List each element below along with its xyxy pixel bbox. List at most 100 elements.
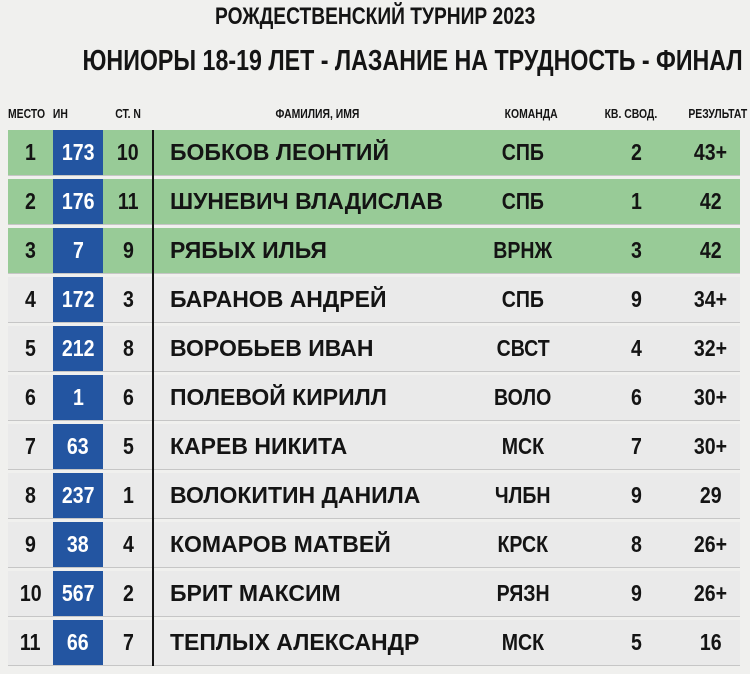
start-number-cell: 1 <box>122 482 134 508</box>
team-cell: ВОЛО <box>494 384 552 410</box>
table-row: 9 38 4 КОМАРОВ МАТВЕЙ КРСК 8 26+ <box>8 522 740 567</box>
result-cell: 30+ <box>693 433 728 459</box>
team-cell: СПБ <box>501 286 545 312</box>
team-cell: КРСК <box>497 531 549 557</box>
team-cell: МСК <box>501 629 545 655</box>
place-cell: 4 <box>25 286 36 312</box>
column-header-qualification: КВ. СВОД. <box>604 106 658 121</box>
table-row: 10 567 2 БРИТ МАКСИМ РЯЗН 9 26+ <box>8 571 740 616</box>
bib-number-cell: 38 <box>53 522 103 567</box>
place-cell: 2 <box>25 188 36 214</box>
page-subtitle-text: ЮНИОРЫ 18-19 ЛЕТ - ЛАЗАНИЕ НА ТРУДНОСТЬ … <box>82 45 743 77</box>
column-header-place: МЕСТО <box>8 106 46 121</box>
athlete-name-cell: ШУНЕВИЧ ВЛАДИСЛАВ <box>170 188 444 214</box>
start-number-cell: 4 <box>122 531 134 557</box>
qualification-cell: 8 <box>630 531 642 557</box>
qualification-cell: 9 <box>630 580 642 606</box>
athlete-name-cell: БОБКОВ ЛЕОНТИЙ <box>170 139 389 165</box>
column-header-start-number: СТ. N <box>115 106 141 121</box>
place-cell: 5 <box>25 335 36 361</box>
result-cell: 42 <box>699 237 722 263</box>
bib-number-cell: 567 <box>53 571 103 616</box>
team-cell: СВСТ <box>496 335 550 361</box>
table-row: 4 172 3 БАРАНОВ АНДРЕЙ СПБ 9 34+ <box>8 277 740 322</box>
start-number-cell: 8 <box>122 335 134 361</box>
qualification-cell: 9 <box>630 482 642 508</box>
result-cell: 26+ <box>693 580 728 606</box>
result-cell: 42 <box>699 188 722 214</box>
athlete-name-cell: КАРЕВ НИКИТА <box>170 433 348 459</box>
qualification-cell: 4 <box>630 335 642 361</box>
name-column-divider-line <box>152 130 154 666</box>
athlete-name-cell: ТЕПЛЫХ АЛЕКСАНДР <box>170 629 420 655</box>
table-row: 7 63 5 КАРЕВ НИКИТА МСК 7 30+ <box>8 424 740 469</box>
result-cell: 30+ <box>693 384 728 410</box>
result-cell: 26+ <box>693 531 728 557</box>
place-cell: 1 <box>25 139 36 165</box>
start-number-cell: 6 <box>122 384 134 410</box>
table-row: 1 173 10 БОБКОВ ЛЕОНТИЙ СПБ 2 43+ <box>8 130 740 175</box>
result-cell: 43+ <box>693 139 728 165</box>
athlete-name-cell: БРИТ МАКСИМ <box>170 580 341 606</box>
start-number-cell: 9 <box>122 237 134 263</box>
start-number-cell: 7 <box>122 629 134 655</box>
column-header-result: РЕЗУЛЬТАТ <box>688 106 748 121</box>
place-cell: 11 <box>20 629 41 655</box>
page-title-text: РОЖДЕСТВЕНСКИЙ ТУРНИР 2023 <box>214 3 536 30</box>
team-cell: ЧЛБН <box>495 482 551 508</box>
qualification-cell: 7 <box>630 433 642 459</box>
qualification-cell: 2 <box>630 139 642 165</box>
column-header-bib: ИН <box>52 106 68 121</box>
start-number-cell: 3 <box>122 286 134 312</box>
athlete-name-cell: БАРАНОВ АНДРЕЙ <box>170 286 387 312</box>
athlete-name-cell: ВОРОБЬЕВ ИВАН <box>170 335 374 361</box>
team-cell: СПБ <box>501 139 545 165</box>
page-title: РОЖДЕСТВЕНСКИЙ ТУРНИР 2023 <box>0 3 750 31</box>
bib-number-cell: 66 <box>53 620 103 665</box>
start-number-cell: 2 <box>122 580 134 606</box>
place-cell: 3 <box>25 237 36 263</box>
page-subtitle: ЮНИОРЫ 18-19 ЛЕТ - ЛАЗАНИЕ НА ТРУДНОСТЬ … <box>0 44 750 78</box>
qualification-cell: 3 <box>630 237 642 263</box>
bib-number-cell: 1 <box>53 375 103 420</box>
table-row: 8 237 1 ВОЛОКИТИН ДАНИЛА ЧЛБН 9 29 <box>8 473 740 518</box>
place-cell: 8 <box>25 482 36 508</box>
athlete-name-cell: РЯБЫХ ИЛЬЯ <box>170 237 327 263</box>
athlete-name-cell: КОМАРОВ МАТВЕЙ <box>170 531 391 557</box>
qualification-cell: 6 <box>630 384 642 410</box>
bib-number-cell: 237 <box>53 473 103 518</box>
result-cell: 29 <box>699 482 722 508</box>
table-row: 3 7 9 РЯБЫХ ИЛЬЯ ВРНЖ 3 42 <box>8 228 740 273</box>
team-cell: МСК <box>501 433 545 459</box>
qualification-cell: 1 <box>630 188 642 214</box>
start-number-cell: 5 <box>122 433 134 459</box>
place-cell: 6 <box>25 384 36 410</box>
team-cell: РЯЗН <box>496 580 550 606</box>
table-header-row: МЕСТО ИН СТ. N ФАМИЛИЯ, ИМЯ КОМАНДА КВ. … <box>8 97 748 121</box>
bib-number-cell: 173 <box>53 130 103 175</box>
result-cell: 16 <box>699 629 722 655</box>
bib-number-cell: 7 <box>53 228 103 273</box>
team-cell: СПБ <box>501 188 545 214</box>
team-cell: ВРНЖ <box>493 237 553 263</box>
place-cell: 10 <box>19 580 42 606</box>
qualification-cell: 5 <box>630 629 642 655</box>
result-cell: 34+ <box>693 286 728 312</box>
table-row: 5 212 8 ВОРОБЬЕВ ИВАН СВСТ 4 32+ <box>8 326 740 371</box>
table-body: 1 173 10 БОБКОВ ЛЕОНТИЙ СПБ 2 43+ 2 176 … <box>8 130 740 665</box>
place-cell: 7 <box>25 433 36 459</box>
column-header-name: ФАМИЛИЯ, ИМЯ <box>275 106 359 121</box>
place-cell: 9 <box>25 531 36 557</box>
table-row: 6 1 6 ПОЛЕВОЙ КИРИЛЛ ВОЛО 6 30+ <box>8 375 740 420</box>
athlete-name-cell: ПОЛЕВОЙ КИРИЛЛ <box>170 384 387 410</box>
qualification-cell: 9 <box>630 286 642 312</box>
bib-number-cell: 63 <box>53 424 103 469</box>
table-row: 11 66 7 ТЕПЛЫХ АЛЕКСАНДР МСК 5 16 <box>8 620 740 665</box>
column-header-team: КОМАНДА <box>504 106 558 121</box>
bib-number-cell: 176 <box>53 179 103 224</box>
athlete-name-cell: ВОЛОКИТИН ДАНИЛА <box>170 482 421 508</box>
start-number-cell: 11 <box>117 188 139 214</box>
start-number-cell: 10 <box>117 139 139 165</box>
bib-number-cell: 172 <box>53 277 103 322</box>
bib-number-cell: 212 <box>53 326 103 371</box>
